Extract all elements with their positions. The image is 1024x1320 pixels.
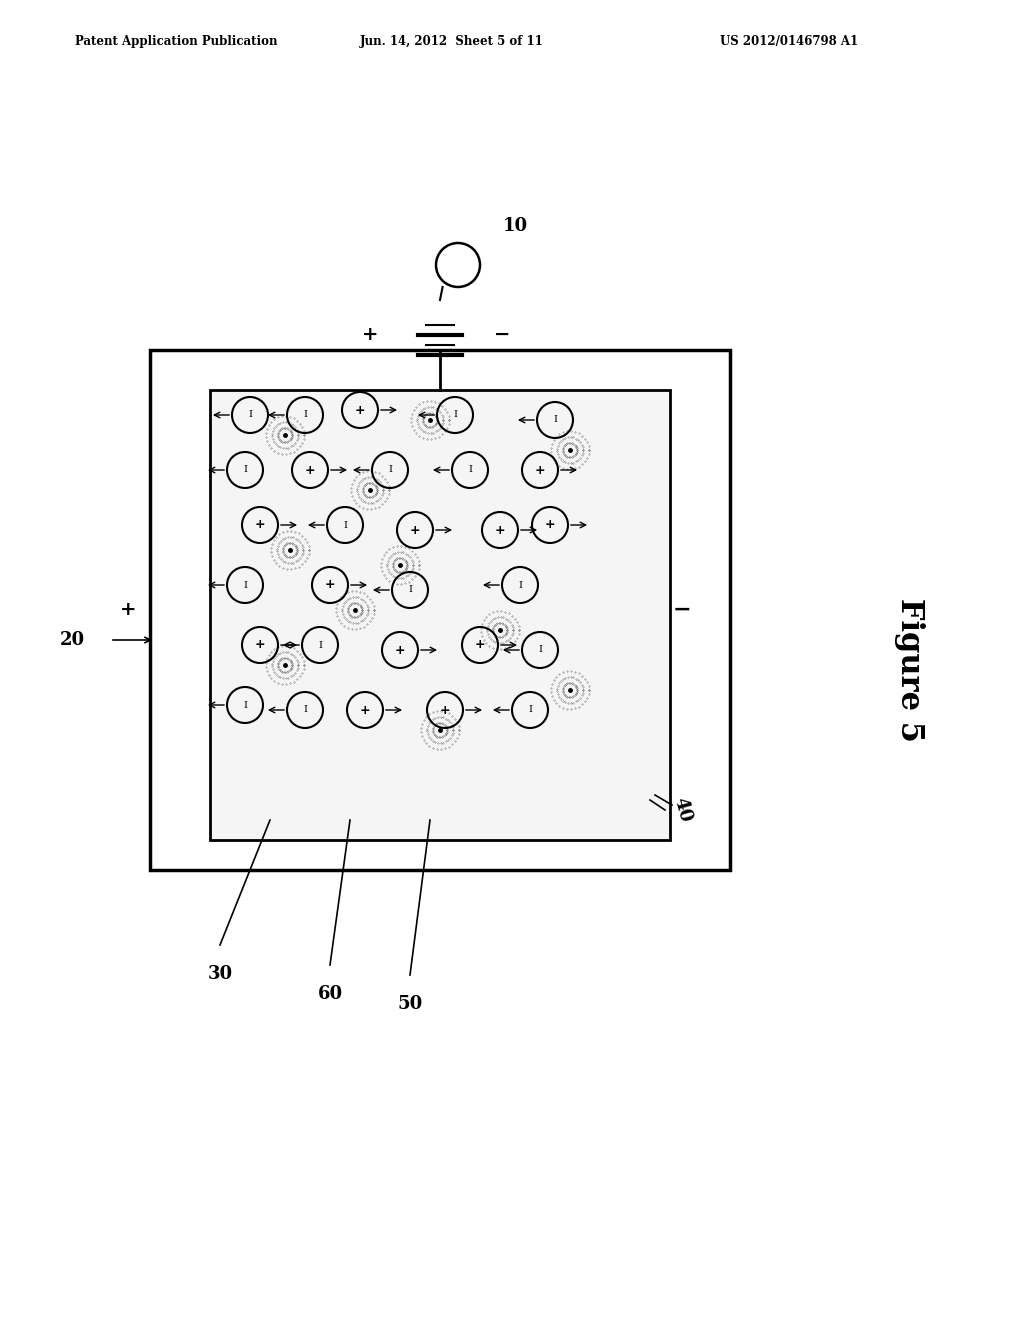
Text: +: + bbox=[325, 578, 335, 591]
Text: +: + bbox=[361, 326, 378, 345]
Text: I: I bbox=[343, 520, 347, 529]
Text: +: + bbox=[535, 463, 546, 477]
Text: I: I bbox=[243, 466, 247, 474]
Bar bbox=[210, 389, 670, 840]
Text: I: I bbox=[408, 586, 412, 594]
Text: I: I bbox=[453, 411, 457, 420]
Text: 30: 30 bbox=[208, 965, 232, 983]
Text: +: + bbox=[495, 524, 505, 536]
Text: I: I bbox=[303, 705, 307, 714]
Text: +: + bbox=[394, 644, 406, 656]
Text: I: I bbox=[538, 645, 542, 655]
Text: I: I bbox=[388, 466, 392, 474]
Text: Jun. 14, 2012  Sheet 5 of 11: Jun. 14, 2012 Sheet 5 of 11 bbox=[360, 36, 544, 48]
Text: I: I bbox=[303, 411, 307, 420]
Text: +: + bbox=[255, 519, 265, 532]
Text: 50: 50 bbox=[397, 995, 423, 1012]
Text: −: − bbox=[494, 326, 510, 345]
Text: I: I bbox=[553, 416, 557, 425]
Text: I: I bbox=[243, 701, 247, 710]
Text: +: + bbox=[410, 524, 420, 536]
Bar bbox=[150, 350, 730, 870]
Text: I: I bbox=[468, 466, 472, 474]
Text: I: I bbox=[528, 705, 532, 714]
Text: I: I bbox=[318, 640, 322, 649]
Text: +: + bbox=[545, 519, 555, 532]
Text: +: + bbox=[475, 639, 485, 652]
Text: +: + bbox=[305, 463, 315, 477]
Text: I: I bbox=[243, 581, 247, 590]
Text: +: + bbox=[354, 404, 366, 417]
Text: −: − bbox=[673, 599, 691, 620]
Text: 10: 10 bbox=[503, 216, 528, 235]
Text: +: + bbox=[439, 704, 451, 717]
Text: +: + bbox=[120, 601, 136, 619]
Text: 40: 40 bbox=[670, 796, 694, 825]
Text: 60: 60 bbox=[317, 985, 343, 1003]
Text: +: + bbox=[359, 704, 371, 717]
Text: +: + bbox=[255, 639, 265, 652]
Text: US 2012/0146798 A1: US 2012/0146798 A1 bbox=[720, 36, 858, 48]
Text: Patent Application Publication: Patent Application Publication bbox=[75, 36, 278, 48]
Text: I: I bbox=[248, 411, 252, 420]
Text: I: I bbox=[518, 581, 522, 590]
Text: Figure 5: Figure 5 bbox=[895, 598, 926, 742]
Text: 20: 20 bbox=[59, 631, 85, 649]
